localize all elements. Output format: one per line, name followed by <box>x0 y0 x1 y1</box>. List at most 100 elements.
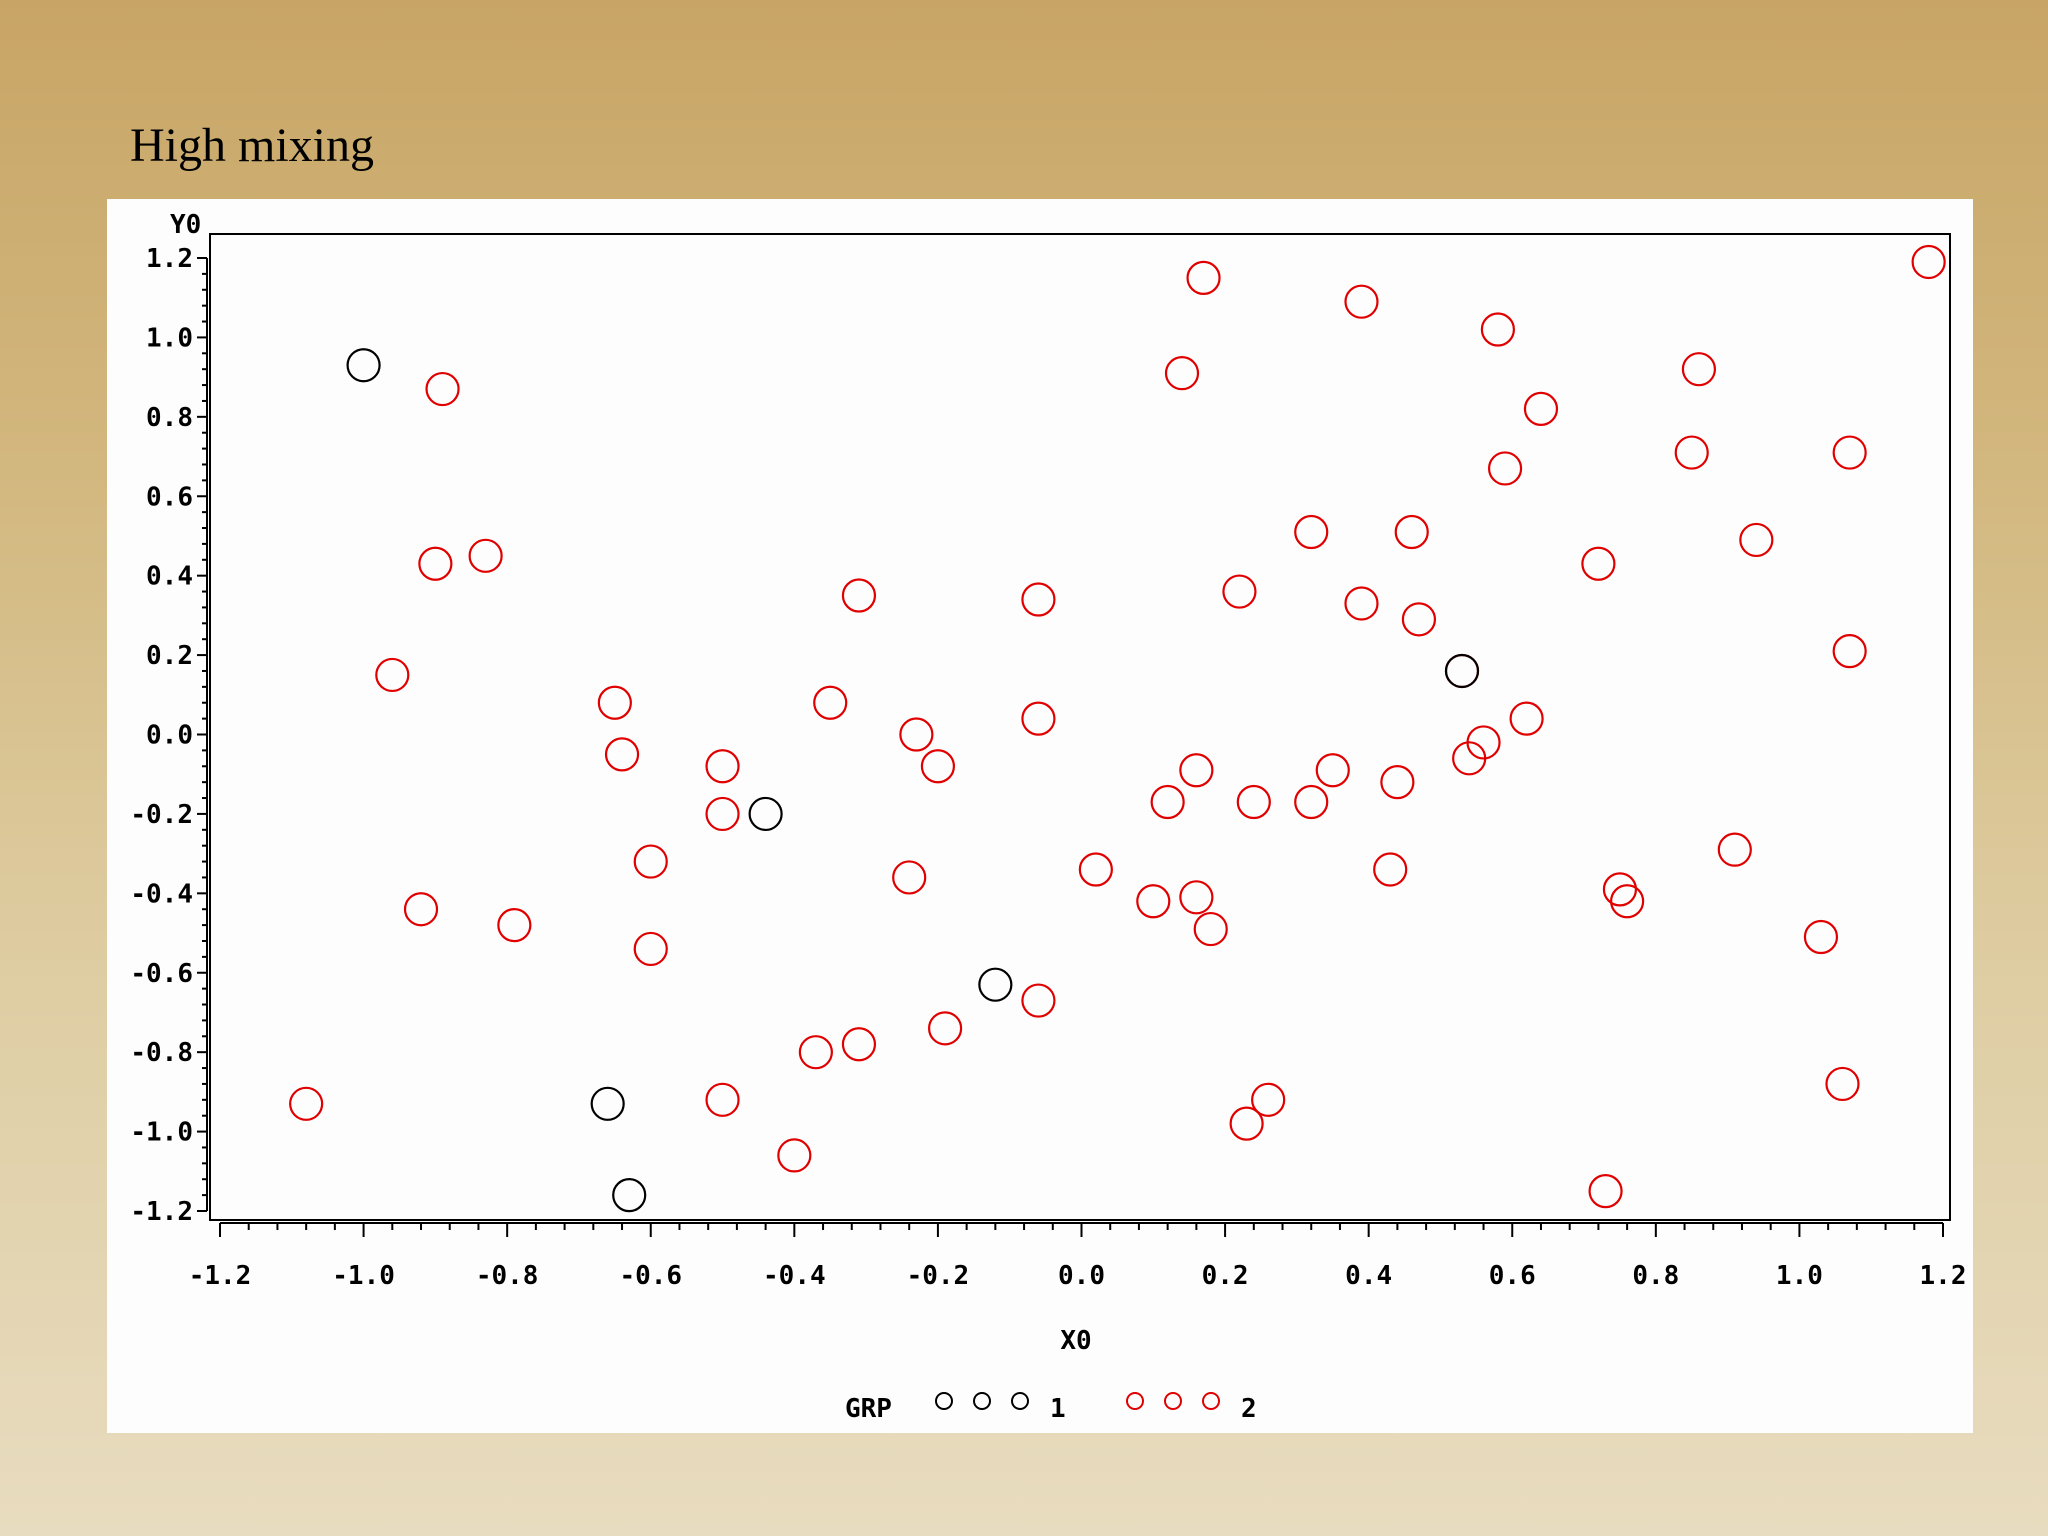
grp-2-point <box>1911 244 1946 280</box>
grp-2-point <box>597 685 632 720</box>
legend-marker-grp-2 <box>1126 1392 1144 1410</box>
grp-2-point <box>1222 574 1257 609</box>
grp-2-point <box>813 685 848 720</box>
grp-2-point <box>403 892 439 927</box>
y-tick-label: -0.6 <box>130 959 193 989</box>
grp-2-point <box>1236 784 1271 820</box>
grp-2-point <box>633 844 668 879</box>
y-tick-label: 0.4 <box>146 562 193 592</box>
grp-2-point <box>375 657 410 693</box>
y-tick-label: -1.0 <box>130 1118 193 1148</box>
y-tick-label: 0.2 <box>146 641 193 671</box>
x-tick-label: -1.2 <box>189 1261 252 1291</box>
grp-2-point <box>1674 435 1709 470</box>
chart-panel: -1.2 -1.0 -0.8 -0.6 -0.4 -0.2 0.0 0.2 0.4 0.6 0.8 1… <box>107 199 1973 1433</box>
x-tick-label: 0.2 <box>1202 1261 1249 1291</box>
grp-2-point <box>920 749 956 784</box>
y-tick-label: 1.2 <box>146 244 193 274</box>
x-axis: -1.2 -1.0 -0.8 -0.6 -0.4 -0.2 0.0 0.2 0.4 0.6 0.8 1… <box>189 1222 1967 1291</box>
legend-marker-grp-2 <box>1164 1392 1182 1410</box>
grp-2-point <box>604 737 640 772</box>
grp-2-point <box>1186 260 1221 295</box>
legend-marker-grp-1 <box>973 1392 991 1410</box>
grp-2-point <box>1602 872 1638 907</box>
y-tick-label: 0.8 <box>146 403 193 433</box>
grp-2-point <box>497 907 532 943</box>
grp-2-point <box>1581 546 1616 581</box>
grp-2-point <box>1136 884 1171 919</box>
grp-1-point <box>1444 653 1480 689</box>
y-tick-label: -1.2 <box>130 1197 193 1227</box>
grp-2-point <box>1373 852 1408 887</box>
grp-1-point <box>978 967 1013 1002</box>
grp-2-point <box>1588 1174 1623 1209</box>
x-axis-title: X0 <box>1060 1326 1091 1356</box>
grp-2-point <box>289 1086 324 1121</box>
grp-2-point <box>418 546 453 581</box>
grp-2-point <box>1394 514 1429 550</box>
grp-1-point <box>346 348 381 383</box>
y-tick-label: -0.8 <box>130 1038 193 1068</box>
grp-2-point <box>705 1082 740 1117</box>
legend: GRP 1 2 <box>845 1392 1257 1424</box>
grp-2-point <box>927 1011 963 1046</box>
grp-1-point <box>590 1086 625 1121</box>
grp-2-point <box>1078 852 1113 887</box>
grp-2-point <box>1681 352 1717 387</box>
grp-2-point <box>1610 884 1645 919</box>
x-tick-label: -1.0 <box>332 1261 395 1291</box>
legend-marker-grp-2 <box>1202 1392 1220 1410</box>
grp-2-point <box>777 1138 812 1173</box>
grp-2-point <box>468 538 503 573</box>
grp-2-point <box>1294 784 1329 820</box>
grp-2-point <box>1509 701 1544 736</box>
y-tick-label: -0.2 <box>130 800 193 830</box>
x-tick-label: -0.4 <box>763 1261 826 1291</box>
grp-2-point <box>705 749 740 784</box>
legend-label-grp-1: 1 <box>1050 1394 1066 1424</box>
grp-2-point <box>1466 725 1501 760</box>
data-points <box>289 244 1946 1213</box>
grp-2-point <box>1021 701 1056 736</box>
grp-2-point <box>841 578 877 613</box>
y-tick-label: -0.4 <box>130 879 193 909</box>
grp-2-point <box>1344 586 1379 621</box>
grp-2-point <box>1739 522 1774 558</box>
legend-title: GRP <box>845 1394 892 1424</box>
x-tick-label: -0.2 <box>907 1261 970 1291</box>
grp-2-point <box>1021 983 1056 1018</box>
x-tick-label: 1.2 <box>1920 1261 1967 1291</box>
x-tick-label: 1.0 <box>1776 1261 1823 1291</box>
plot-frame <box>209 233 1951 1221</box>
grp-1-point <box>612 1178 647 1213</box>
x-tick-label: -0.8 <box>476 1261 539 1291</box>
grp-2-point <box>1229 1106 1264 1141</box>
grp-2-point <box>841 1027 877 1062</box>
grp-2-point <box>1193 911 1228 947</box>
grp-2-point <box>1832 634 1867 669</box>
x-tick-label: 0.8 <box>1632 1261 1679 1291</box>
grp-2-point <box>1717 832 1752 867</box>
grp-2-point <box>1179 880 1214 915</box>
grp-2-point <box>705 796 740 832</box>
x-tick-label: 0.6 <box>1489 1261 1536 1291</box>
grp-2-point <box>892 860 927 895</box>
grp-2-point <box>1803 919 1839 955</box>
grp-2-point <box>1480 312 1515 347</box>
grp-2-point <box>1294 514 1329 550</box>
grp-2-point <box>1251 1082 1286 1117</box>
grp-2-point <box>1179 753 1214 788</box>
legend-label-grp-2: 2 <box>1241 1394 1257 1424</box>
grp-2-point <box>1487 451 1523 486</box>
y-axis-title: Y0 <box>170 210 201 240</box>
grp-2-point <box>1825 1066 1860 1102</box>
x-tick-label: 0.0 <box>1058 1261 1105 1291</box>
y-axis: -1.2 -1.0 -0.8 -0.6 -0.4 -0.2 0.0 0.2 0.4 0.6 0.8 1… <box>130 244 208 1227</box>
grp-2-point <box>1523 391 1559 426</box>
grp-1-point <box>748 796 783 832</box>
y-tick-label: 0.6 <box>146 482 193 512</box>
grp-2-point <box>425 371 460 407</box>
grp-2-point <box>899 717 934 752</box>
x-tick-label: 0.4 <box>1345 1261 1392 1291</box>
grp-2-point <box>798 1035 833 1070</box>
